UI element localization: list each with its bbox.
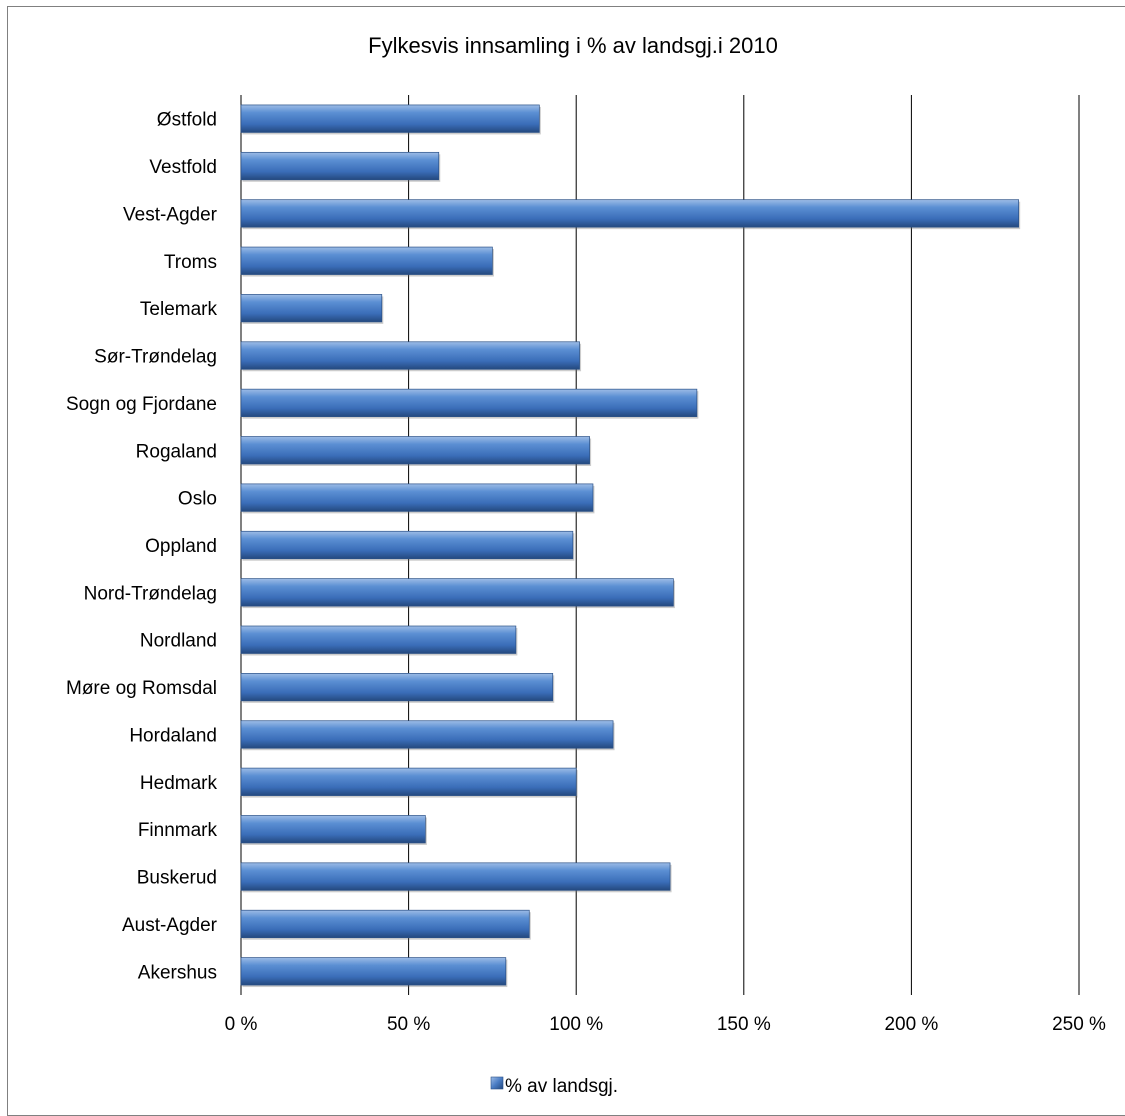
category-label: Akershus [138, 962, 217, 983]
category-label: Vestfold [149, 157, 217, 178]
category-label: Nord-Trøndelag [84, 583, 217, 604]
bar-Aust-Agder [240, 909, 530, 939]
category-label: Vest-Agder [123, 204, 218, 225]
category-label: Sogn og Fjordane [66, 394, 217, 415]
x-tick-label: 200 % [884, 1014, 938, 1035]
category-label: Rogaland [136, 441, 217, 462]
bar-Sogn og Fjordane [240, 388, 698, 417]
bar-Hedmark [240, 767, 577, 796]
bar-Nordland [240, 625, 517, 654]
category-label: Buskerud [137, 868, 217, 889]
bar-Oppland [240, 530, 574, 560]
bar-Vest-Agder [240, 199, 1020, 228]
bar-Møre og Romsdal [240, 673, 554, 702]
bar-Telemark [240, 294, 383, 323]
bar-Finnmark [240, 815, 426, 844]
x-tick-label: 150 % [717, 1014, 771, 1035]
legend-label: % av landsgj. [505, 1076, 618, 1097]
x-tick-label: 50 % [387, 1014, 430, 1035]
bars [240, 104, 1021, 988]
chart-frame [7, 6, 1125, 1116]
category-label: Aust-Agder [122, 915, 218, 936]
category-label: Møre og Romsdal [66, 678, 217, 699]
category-label: Hordaland [129, 725, 217, 746]
category-labels: Østfold Vestfold Vest-Agder Troms Telemark Sø… [66, 110, 218, 984]
category-label: Troms [164, 252, 217, 273]
legend-swatch [490, 1076, 504, 1090]
x-tick-label: 250 % [1052, 1014, 1106, 1035]
bar-Troms [240, 246, 493, 275]
bar-Vestfold [240, 151, 440, 181]
bar-Nord-Trøndelag [240, 578, 674, 607]
bar-Akershus [240, 957, 507, 986]
category-label: Østfold [157, 110, 217, 131]
x-tick-label: 100 % [549, 1014, 603, 1035]
category-label: Nordland [140, 631, 217, 652]
bar-Buskerud [240, 862, 671, 891]
bar-Østfold [240, 104, 540, 133]
category-label: Hedmark [140, 773, 218, 794]
x-tick-labels: 0 % 50 % 100 % 150 % 200 % 250 % [225, 1014, 1106, 1035]
category-label: Oslo [178, 489, 217, 510]
category-label: Telemark [140, 299, 218, 320]
chart-title: Fylkesvis innsamling i % av landsgj.i 20… [368, 33, 778, 58]
bar-Oslo [240, 483, 594, 512]
bar-Rogaland [240, 436, 590, 465]
legend: % av landsgj. [490, 1076, 618, 1097]
bar-Hordaland [240, 720, 614, 749]
category-label: Sør-Trøndelag [94, 347, 217, 368]
bar-Sør-Trøndelag [240, 341, 580, 370]
x-tick-label: 0 % [225, 1014, 258, 1035]
category-label: Finnmark [138, 820, 218, 841]
category-label: Oppland [145, 536, 217, 557]
